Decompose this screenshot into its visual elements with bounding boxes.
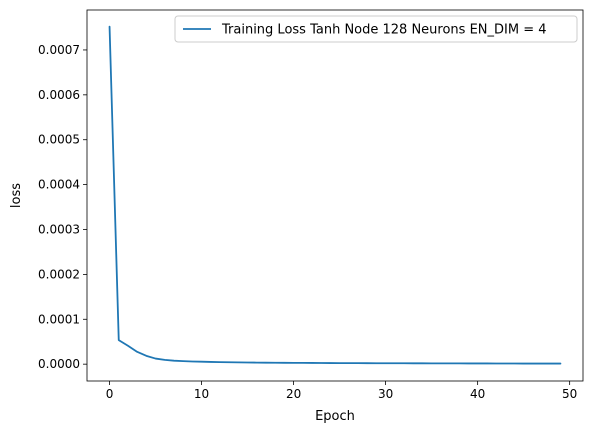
legend-label: Training Loss Tanh Node 128 Neurons EN_D… — [221, 23, 547, 38]
x-tick-label: 40 — [470, 387, 485, 401]
y-tick-label: 0.0003 — [38, 223, 80, 237]
x-axis: 0 10 20 30 40 50 — [106, 381, 577, 401]
plot-layer — [108, 25, 562, 365]
y-tick-label: 0.0001 — [38, 312, 80, 326]
y-axis: 0.0000 0.0001 0.0002 0.0003 0.0004 0.0005 0.00… — [38, 43, 87, 371]
x-tick-label: 50 — [562, 387, 577, 401]
y-tick-label: 0.0002 — [38, 267, 80, 281]
series-line-0 — [108, 25, 562, 365]
x-axis-label: Epoch — [315, 409, 355, 424]
plot-frame — [86, 9, 584, 382]
x-tick-label: 30 — [378, 387, 393, 401]
y-tick-label: 0.0007 — [38, 43, 80, 57]
y-tick-label: 0.0006 — [38, 88, 80, 102]
y-tick-label: 0.0000 — [38, 357, 80, 371]
y-axis-label: loss — [9, 183, 24, 208]
x-tick-label: 20 — [286, 387, 301, 401]
legend-box — [174, 15, 578, 43]
y-tick-label: 0.0004 — [38, 178, 80, 192]
x-tick-label: 0 — [106, 387, 114, 401]
x-tick-label: 10 — [194, 387, 209, 401]
legend: Training Loss Tanh Node 128 Neurons EN_D… — [174, 15, 578, 43]
y-tick-label: 0.0005 — [38, 133, 80, 147]
